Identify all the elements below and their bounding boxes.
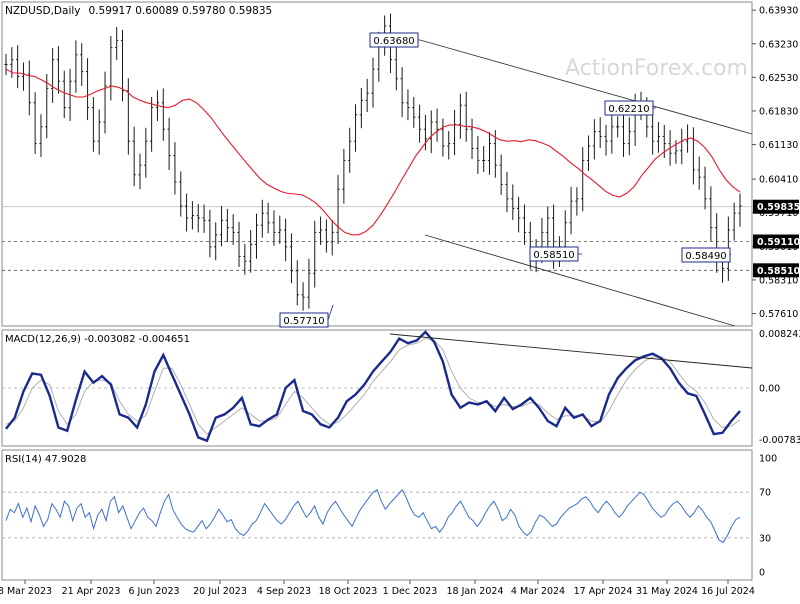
- annotation-box: [529, 246, 579, 262]
- header-comma: ,: [51, 5, 54, 17]
- level-tag-0-bg: [753, 234, 799, 249]
- rsi-line: [5, 489, 741, 544]
- rsi-layer: 100 70 30 0: [2, 454, 777, 579]
- price-panel-frame: [1, 1, 753, 327]
- annotation-box: [369, 32, 419, 48]
- x-tick-label: 18 Oct 2023: [319, 586, 378, 597]
- annotation-box: [681, 247, 731, 263]
- ohlc-values: 0.59917 0.60089 0.59780 0.59835: [89, 5, 273, 17]
- price-tick-label: 0.63930: [759, 6, 798, 17]
- x-tick-label: 1 Dec 2023: [383, 586, 438, 597]
- x-tick-label: 21 Apr 2023: [62, 586, 121, 597]
- x-tick-label: 6 Jun 2023: [128, 586, 179, 597]
- price-tick-label: 0.61830: [759, 106, 798, 117]
- lower-channel-line: [424, 234, 736, 327]
- annotation-leader: [327, 304, 334, 321]
- price-tick-label: 0.57610: [759, 309, 798, 320]
- annotation-label: 0.58490: [685, 251, 726, 262]
- price-axis: 0.63930 0.63230 0.62530 0.61830 0.61130 0.604…: [752, 6, 800, 320]
- rsi-panel-frame: [1, 449, 753, 581]
- level-tag-1: 0.58510: [757, 266, 800, 277]
- macd-label: MACD(12,26,9) -0.003082 -0.004651: [5, 334, 190, 345]
- rsi-tick-label: 0: [759, 568, 765, 579]
- moving-average: [5, 68, 741, 236]
- price-tick-label: 0.62530: [759, 73, 798, 84]
- x-tick-label: 20 Jul 2023: [193, 586, 247, 597]
- macd-tick-label: 0.00: [759, 384, 780, 395]
- annotation-label: 0.62210: [608, 104, 649, 115]
- annotation-label: 0.63680: [373, 36, 414, 47]
- chart-header: NZDUSD,Daily 0.59917 0.60089 0.59780 0.59…: [5, 5, 272, 17]
- annotation-box: [604, 100, 654, 116]
- macd-tick-label: -0.007836: [759, 435, 800, 446]
- x-tick-label: 8 Mar 2023: [0, 586, 52, 597]
- price-tick-label: 0.58310: [759, 275, 798, 286]
- current-price-tag: 0.59835: [757, 202, 800, 213]
- price-grid: [2, 206, 752, 271]
- annotation-label: 0.57710: [283, 316, 324, 327]
- panel-frames: [1, 1, 753, 581]
- x-tick-label: 18 Jan 2024: [447, 586, 504, 597]
- macd-trendline: [389, 333, 753, 369]
- annotation-box: [279, 312, 329, 328]
- macd-signal-line: [5, 338, 741, 435]
- moving-average-line: [5, 68, 741, 236]
- price-trendlines: [419, 39, 753, 327]
- x-tick-label: 4 Sep 2023: [257, 586, 311, 597]
- price-annotations: 0.63680 0.62210 0.58510 0.58490 0.57710: [279, 32, 732, 328]
- price-tick-label: 0.61130: [759, 140, 798, 151]
- x-tick-label: 31 May 2024: [636, 586, 698, 597]
- macd-line: [5, 330, 741, 443]
- symbol-label: NZDUSD: [5, 5, 51, 17]
- macd-layer: 0.008243 0.00 -0.007836: [2, 329, 800, 446]
- watermark: ActionForex.com: [565, 56, 748, 81]
- annotation-label: 0.58510: [533, 250, 574, 261]
- upper-channel-line: [419, 39, 753, 135]
- rsi-label: RSI(14) 47.9028: [5, 454, 86, 465]
- rsi-tick-label: 30: [759, 533, 771, 544]
- timeframe-label: Daily: [54, 5, 81, 17]
- level-tag-0: 0.59110: [757, 237, 800, 248]
- rsi-tick-label: 70: [759, 488, 771, 499]
- x-axis: 8 Mar 2023 21 Apr 2023 6 Jun 2023 20 Jul 20…: [0, 580, 755, 597]
- price-tick-label: 0.60410: [759, 175, 798, 186]
- macd-tick-label: 0.008243: [759, 329, 800, 340]
- price-tick-label: 0.63230: [759, 39, 798, 50]
- x-tick-label: 16 Jul 2024: [701, 586, 755, 597]
- x-tick-label: 17 Apr 2024: [574, 586, 633, 597]
- x-tick-label: 4 Mar 2024: [511, 586, 565, 597]
- level-tag-1-bg: [753, 263, 799, 278]
- current-price-tag-bg: [753, 199, 799, 214]
- rsi-tick-label: 100: [759, 454, 777, 465]
